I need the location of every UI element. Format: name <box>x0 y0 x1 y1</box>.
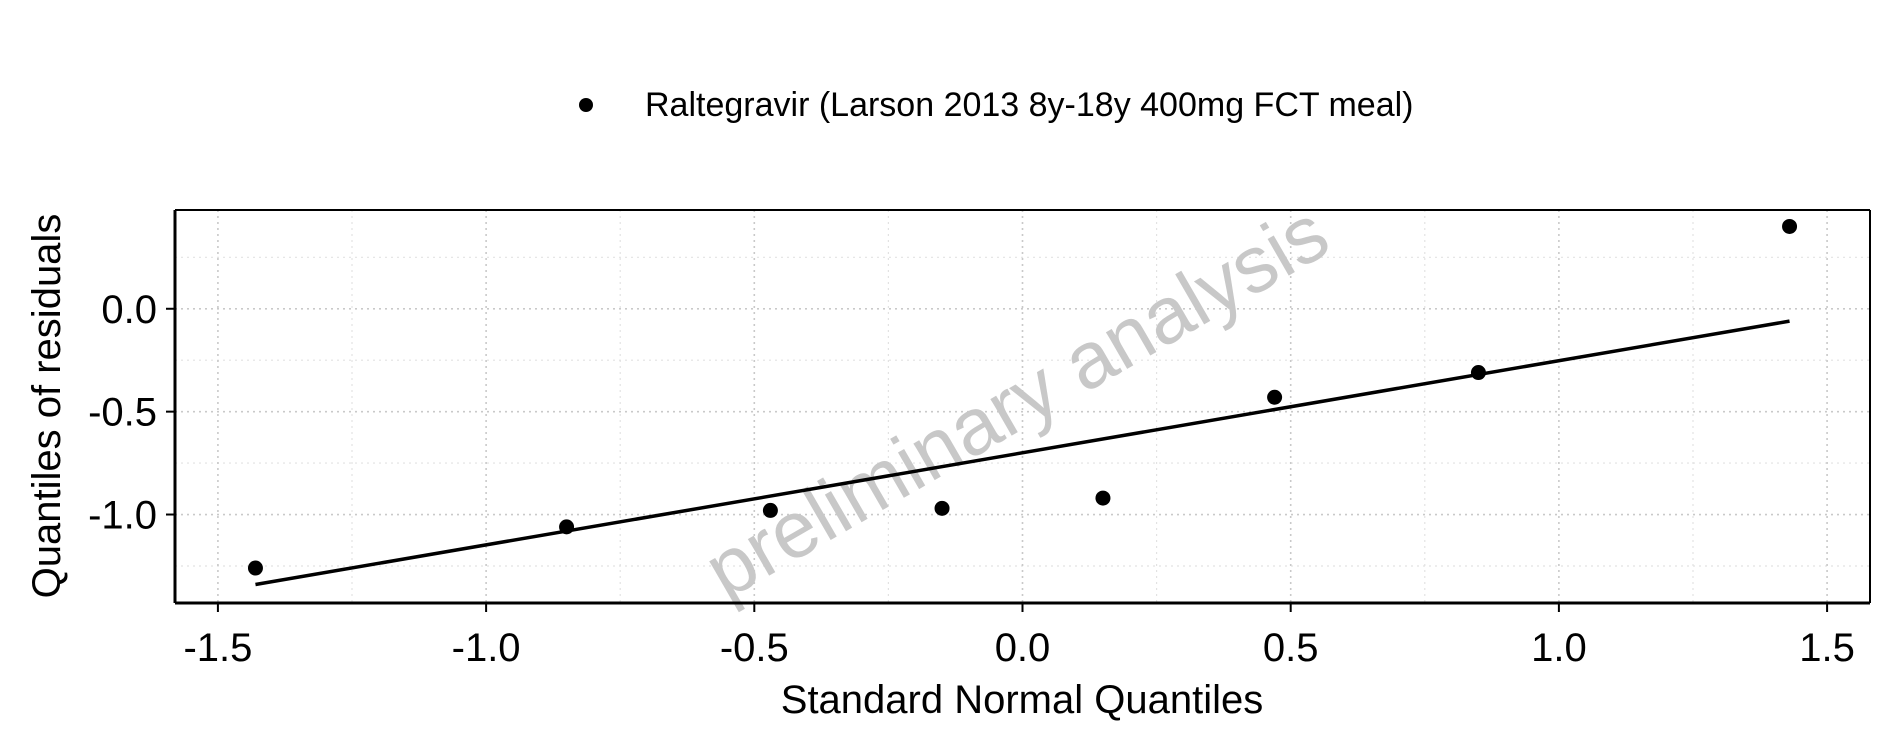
y-axis-title: Quantiles of residuals <box>25 214 69 599</box>
legend-label: Raltegravir (Larson 2013 8y-18y 400mg FC… <box>645 86 1414 124</box>
data-point <box>1267 389 1283 405</box>
points-layer <box>247 218 1798 576</box>
x-tick-label: 1.0 <box>1531 626 1587 670</box>
x-tick-label: 1.5 <box>1799 626 1855 670</box>
reference-line <box>255 319 1790 587</box>
y-tick-label: -0.5 <box>88 391 157 435</box>
legend: Raltegravir (Larson 2013 8y-18y 400mg FC… <box>579 86 1414 124</box>
x-tick-label: -1.5 <box>183 626 252 670</box>
data-point <box>559 519 575 535</box>
x-ticks: -1.5 -1.0 -0.5 0.0 0.5 1.0 1.5 <box>183 603 1855 670</box>
data-point <box>762 502 778 518</box>
data-point <box>934 500 950 516</box>
y-tick-label: -1.0 <box>88 494 157 538</box>
data-point <box>1470 365 1486 381</box>
y-ticks: -1.0 -0.5 0.0 <box>88 288 175 538</box>
data-point <box>1095 490 1111 506</box>
reference-line-layer <box>255 319 1790 587</box>
y-tick-label: 0.0 <box>101 288 157 332</box>
x-axis-title: Standard Normal Quantiles <box>781 678 1263 722</box>
x-tick-label: -0.5 <box>720 626 789 670</box>
data-point <box>247 560 263 576</box>
x-tick-label: 0.5 <box>1263 626 1319 670</box>
grid <box>175 210 1870 603</box>
legend-marker <box>579 98 593 112</box>
x-tick-label: 0.0 <box>995 626 1051 670</box>
data-point <box>1782 218 1798 234</box>
x-tick-label: -1.0 <box>452 626 521 670</box>
